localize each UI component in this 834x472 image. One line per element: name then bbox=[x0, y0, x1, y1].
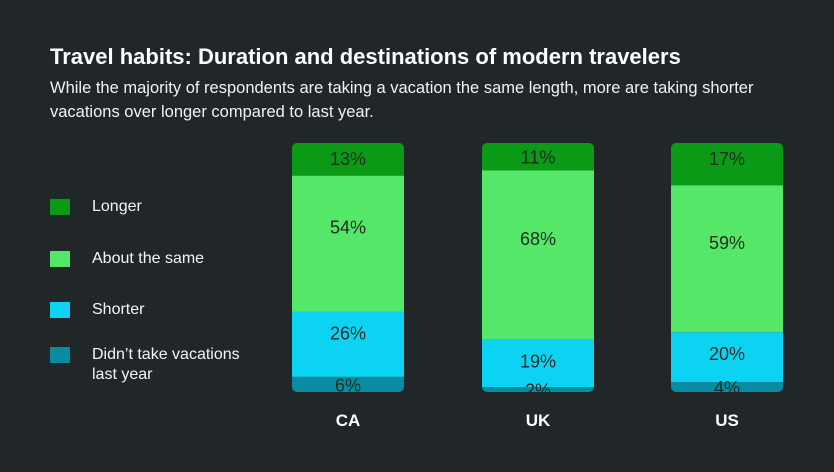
bar-uk: 11% 68% 19% 2% bbox=[482, 143, 594, 401]
bar-segment-ca-longer bbox=[292, 143, 404, 176]
bar-segment-uk-didn-t-take-vacations-last-year bbox=[482, 387, 594, 392]
legend-item-longer: Longer bbox=[50, 197, 242, 217]
legend-item-about-the-same: About the same bbox=[50, 249, 242, 269]
legend-label-shorter: Shorter bbox=[92, 301, 145, 318]
bar-us: 17% 59% 20% 4% bbox=[671, 143, 783, 398]
data-label-uk-shorter: 19% bbox=[520, 352, 556, 372]
data-label-ca-longer: 13% bbox=[330, 149, 366, 169]
bar-segment-us-about-the-same bbox=[671, 185, 783, 333]
category-label-ca: CA bbox=[336, 411, 361, 430]
bar-segment-ca-shorter bbox=[292, 311, 404, 377]
bar-segment-us-shorter bbox=[671, 332, 783, 383]
data-label-us-didn-t-take-vacations-last-year: 4% bbox=[714, 378, 740, 398]
legend-item-didnt-take: Didn’t take vacations last year bbox=[50, 345, 242, 385]
data-label-ca-didn-t-take-vacations-last-year: 6% bbox=[335, 375, 361, 395]
bar-segment-uk-shorter bbox=[482, 339, 594, 388]
chart-subtitle: While the majority of respondents are ta… bbox=[50, 79, 754, 121]
bar-segment-us-didn-t-take-vacations-last-year bbox=[671, 382, 783, 392]
bar-segment-ca-about-the-same bbox=[292, 175, 404, 312]
bar-ca: 13% 54% 26% 6% bbox=[292, 143, 404, 395]
legend-label-about-the-same: About the same bbox=[92, 250, 205, 267]
legend-label-didnt-take: Didn’t take vacations last year bbox=[92, 346, 240, 383]
category-label-uk: UK bbox=[526, 411, 551, 430]
data-label-uk-about-the-same: 68% bbox=[520, 229, 556, 249]
category-label-us: US bbox=[715, 411, 739, 430]
bar-segment-uk-about-the-same bbox=[482, 170, 594, 340]
legend-item-shorter: Shorter bbox=[50, 300, 242, 320]
legend-label-longer: Longer bbox=[92, 198, 142, 215]
data-label-us-longer: 17% bbox=[709, 149, 745, 169]
bar-segment-us-longer bbox=[671, 143, 783, 186]
data-label-us-about-the-same: 59% bbox=[709, 233, 745, 253]
bar-segment-uk-longer bbox=[482, 143, 594, 171]
bar-segment-ca-didn-t-take-vacations-last-year bbox=[292, 376, 404, 392]
chart-title: Travel habits: Duration and destinations… bbox=[50, 44, 681, 69]
legend-swatch-didnt-take bbox=[50, 347, 70, 363]
data-label-ca-about-the-same: 54% bbox=[330, 218, 366, 238]
legend-swatch-shorter bbox=[50, 302, 70, 318]
data-label-uk-longer: 11% bbox=[521, 148, 556, 168]
data-label-uk-didn-t-take-vacations-last-year: 2% bbox=[525, 381, 551, 401]
data-label-us-shorter: 20% bbox=[709, 344, 745, 364]
legend-swatch-about-the-same bbox=[50, 251, 70, 267]
data-label-ca-shorter: 26% bbox=[330, 324, 366, 344]
legend-swatch-longer bbox=[50, 199, 70, 215]
